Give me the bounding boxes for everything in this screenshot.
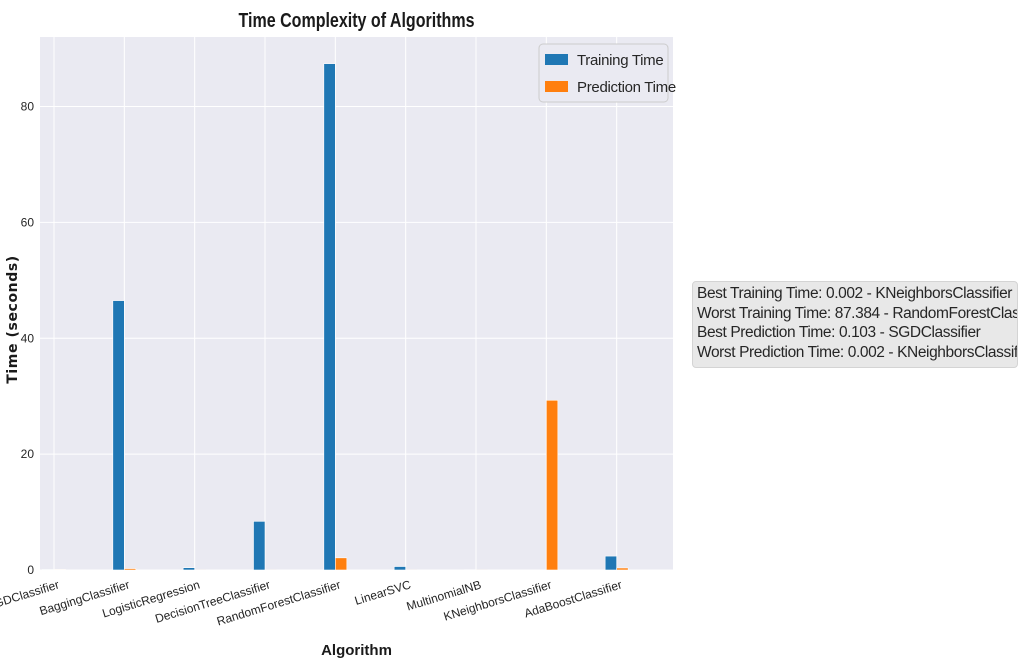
bar-training bbox=[253, 521, 266, 571]
y-tick-label: 20 bbox=[21, 447, 35, 461]
legend-label: Prediction Time bbox=[577, 79, 676, 96]
bar-training bbox=[604, 555, 617, 571]
x-tick-label: LinearSVC bbox=[353, 577, 413, 607]
legend-swatch bbox=[545, 81, 568, 92]
bar-prediction bbox=[124, 568, 137, 571]
legend-swatch bbox=[545, 54, 568, 65]
bar-training bbox=[42, 569, 55, 571]
y-tick-label: 60 bbox=[21, 215, 35, 229]
summary-annotation: Best Training Time: 0.002 - KNeighborsCl… bbox=[692, 281, 1018, 368]
plot-area bbox=[40, 37, 673, 570]
bar-prediction bbox=[53, 569, 66, 571]
bar-training bbox=[182, 567, 195, 571]
bars bbox=[42, 63, 629, 571]
legend: Training Time Prediction Time bbox=[538, 43, 676, 103]
bar-training bbox=[393, 566, 406, 571]
y-axis-label: Time (seconds) bbox=[5, 255, 21, 384]
annotation-line: Best Prediction Time: 0.103 - SGDClassif… bbox=[697, 324, 981, 341]
y-tick-label: 0 bbox=[27, 563, 34, 577]
y-tick-label: 80 bbox=[21, 100, 35, 114]
bar-prediction bbox=[616, 567, 629, 571]
bar-training bbox=[323, 63, 336, 571]
chart-title: Time Complexity of Algorithms bbox=[239, 10, 475, 32]
x-tick-label: RandomForestClassifier bbox=[215, 577, 342, 628]
bar-training bbox=[112, 300, 125, 571]
legend-frame bbox=[538, 43, 669, 103]
legend-label: Training Time bbox=[577, 52, 663, 69]
x-axis-label: Algorithm bbox=[321, 642, 392, 659]
y-tick-label: 40 bbox=[21, 331, 35, 345]
bar-prediction bbox=[335, 557, 348, 571]
bar-prediction bbox=[546, 399, 559, 571]
annotation-line: Worst Prediction Time: 0.002 - KNeighbor… bbox=[697, 343, 1018, 361]
annotation-line: Best Training Time: 0.002 - KNeighborsCl… bbox=[697, 285, 1013, 302]
annotation-line: Worst Training Time: 87.384 - RandomFore… bbox=[697, 304, 1018, 322]
